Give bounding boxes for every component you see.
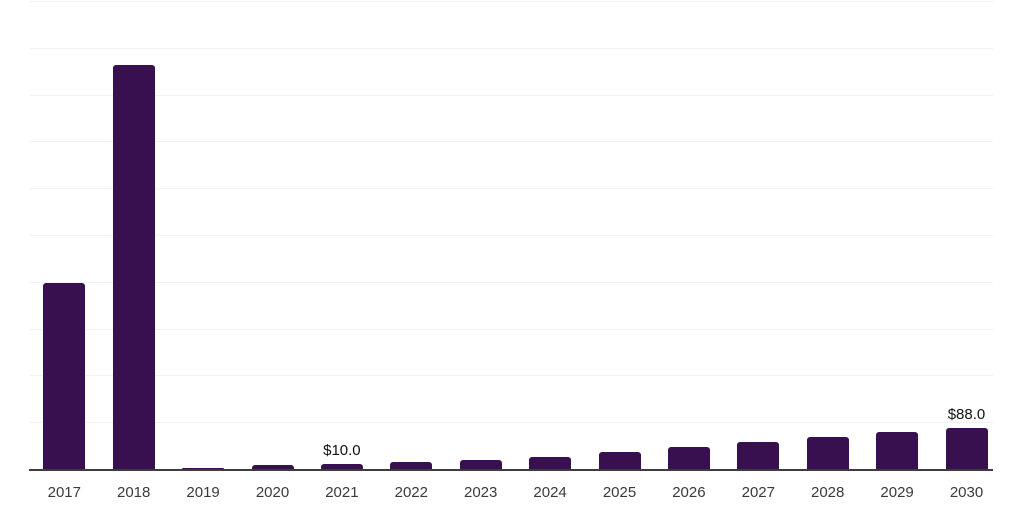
bar-2025: [598, 452, 641, 469]
bar-2026: [667, 447, 710, 469]
bar-2029: [876, 432, 919, 469]
x-tick-2020: 2020: [255, 484, 290, 501]
bar-value-label-2030: $88.0: [947, 405, 986, 423]
x-tick-2027: 2027: [741, 484, 775, 501]
x-tick-2028: 2028: [811, 484, 845, 501]
x-tick-2018: 2018: [117, 484, 151, 501]
bar-2022: [390, 461, 433, 469]
bar-2017: [43, 282, 86, 469]
gridline-1000: [29, 1, 993, 2]
bar-2030: [945, 427, 988, 469]
gridline-300: [29, 328, 993, 330]
gridline-700: [29, 141, 993, 143]
x-axis-line: [29, 469, 993, 471]
bar-2027: [737, 441, 780, 469]
gridline-900: [29, 47, 993, 49]
gridline-800: [29, 94, 993, 96]
gridline-100: [29, 422, 993, 424]
gridline-200: [29, 375, 993, 377]
x-tick-2023: 2023: [464, 484, 498, 501]
gridline-500: [29, 235, 993, 236]
x-tick-2017: 2017: [47, 484, 81, 501]
x-tick-2030: 2030: [949, 484, 984, 501]
bar-2018: [112, 64, 155, 469]
x-tick-2029: 2029: [880, 484, 914, 501]
bar-2020: [251, 465, 294, 469]
bar-2023: [459, 460, 502, 469]
x-tick-2022: 2022: [394, 484, 428, 501]
bar-2021: [320, 464, 363, 469]
bar-2024: [529, 456, 572, 469]
x-tick-2026: 2026: [672, 484, 706, 501]
gridline-600: [29, 188, 993, 190]
x-tick-2021: 2021: [325, 484, 359, 501]
bar-2019: [182, 468, 225, 469]
bar-value-label-2021: $10.0: [323, 442, 361, 460]
bar-2028: [806, 437, 849, 469]
x-tick-2024: 2024: [533, 484, 567, 501]
x-tick-2025: 2025: [602, 484, 637, 501]
gridline-400: [29, 281, 993, 283]
x-tick-2019: 2019: [186, 484, 220, 501]
